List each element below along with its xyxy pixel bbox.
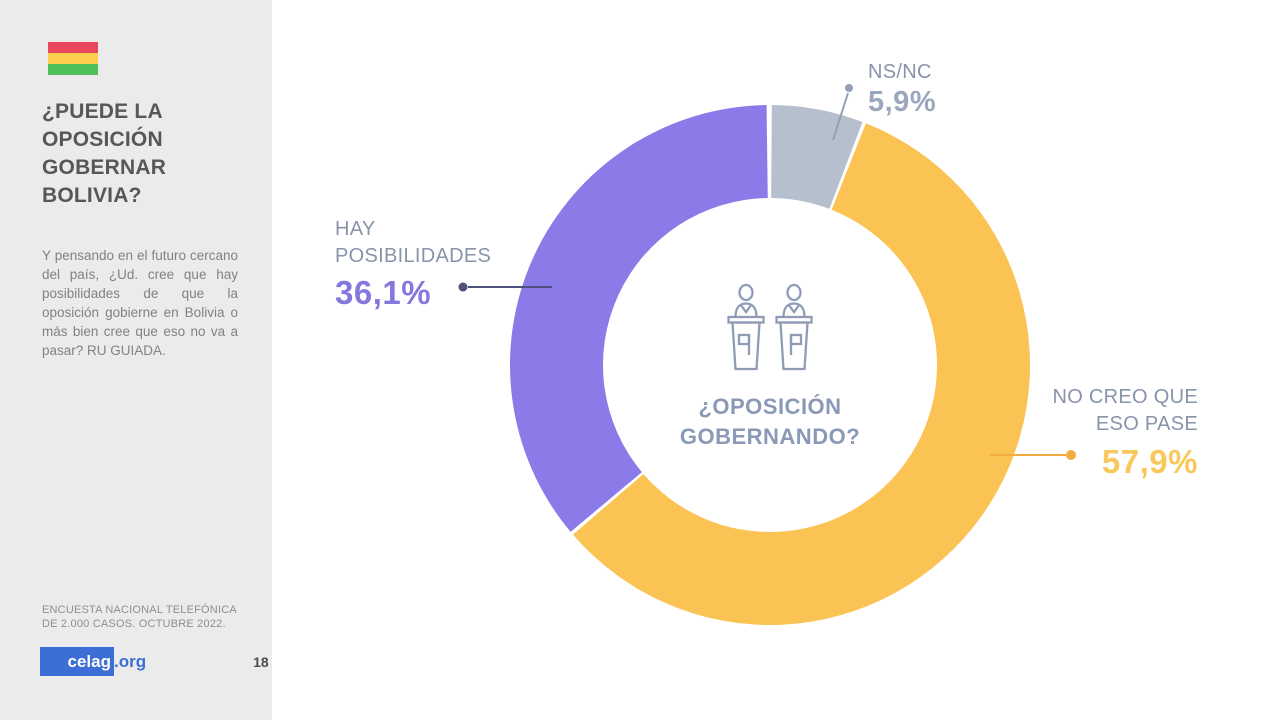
donut-segment-no-creo-que-eso-pase: [572, 123, 1030, 625]
callout-ns-nc: NS/NC 5,9%: [868, 60, 1008, 118]
donut-segment-hay-posibilidades: [509, 105, 768, 532]
page-number: 18: [253, 653, 269, 670]
segment-value-no-creo: 57,9%: [1101, 443, 1198, 480]
footer-row: celag .org 18: [40, 647, 269, 676]
bolivia-flag-icon: [48, 42, 98, 75]
celag-logo-box: celag: [40, 647, 114, 676]
flag-stripe-yellow: [48, 53, 98, 64]
survey-question-text: Y pensando en el futuro cercano del país…: [42, 248, 238, 358]
segment-label-no-creo: NO CREO QUE ESO PASE: [1052, 386, 1198, 435]
segment-label-ns-nc: NS/NC: [868, 61, 932, 83]
debate-podiums-icon: [727, 283, 813, 371]
flag-stripe-red: [48, 42, 98, 53]
donut-center-title: ¿OPOSICIÓN GOBERNANDO?: [679, 394, 861, 449]
sidebar: ¿PUEDE LA OPOSICIÓN GOBERNAR BOLIVIA? Y …: [0, 0, 272, 720]
flag-stripe-green: [48, 64, 98, 75]
podium-speaker-left: [727, 283, 765, 371]
callout-hay-posibilidades: HAY POSIBILIDADES 36,1%: [335, 216, 495, 311]
celag-logo: celag .org: [40, 647, 146, 676]
podium-speaker-right: [775, 283, 813, 371]
source-note: ENCUESTA NACIONAL TELEFÓNICA DE 2.000 CA…: [42, 604, 237, 630]
slide-title: ¿PUEDE LA OPOSICIÓN GOBERNAR BOLIVIA?: [42, 100, 167, 207]
donut-center: ¿OPOSICIÓN GOBERNANDO?: [645, 283, 895, 452]
segment-value-hay: 36,1%: [335, 274, 432, 311]
segment-label-hay: HAY POSIBILIDADES: [335, 218, 492, 267]
segment-value-ns-nc: 5,9%: [868, 86, 937, 118]
callout-no-creo: NO CREO QUE ESO PASE 57,9%: [1048, 384, 1198, 480]
celag-logo-suffix: .org: [114, 651, 147, 671]
